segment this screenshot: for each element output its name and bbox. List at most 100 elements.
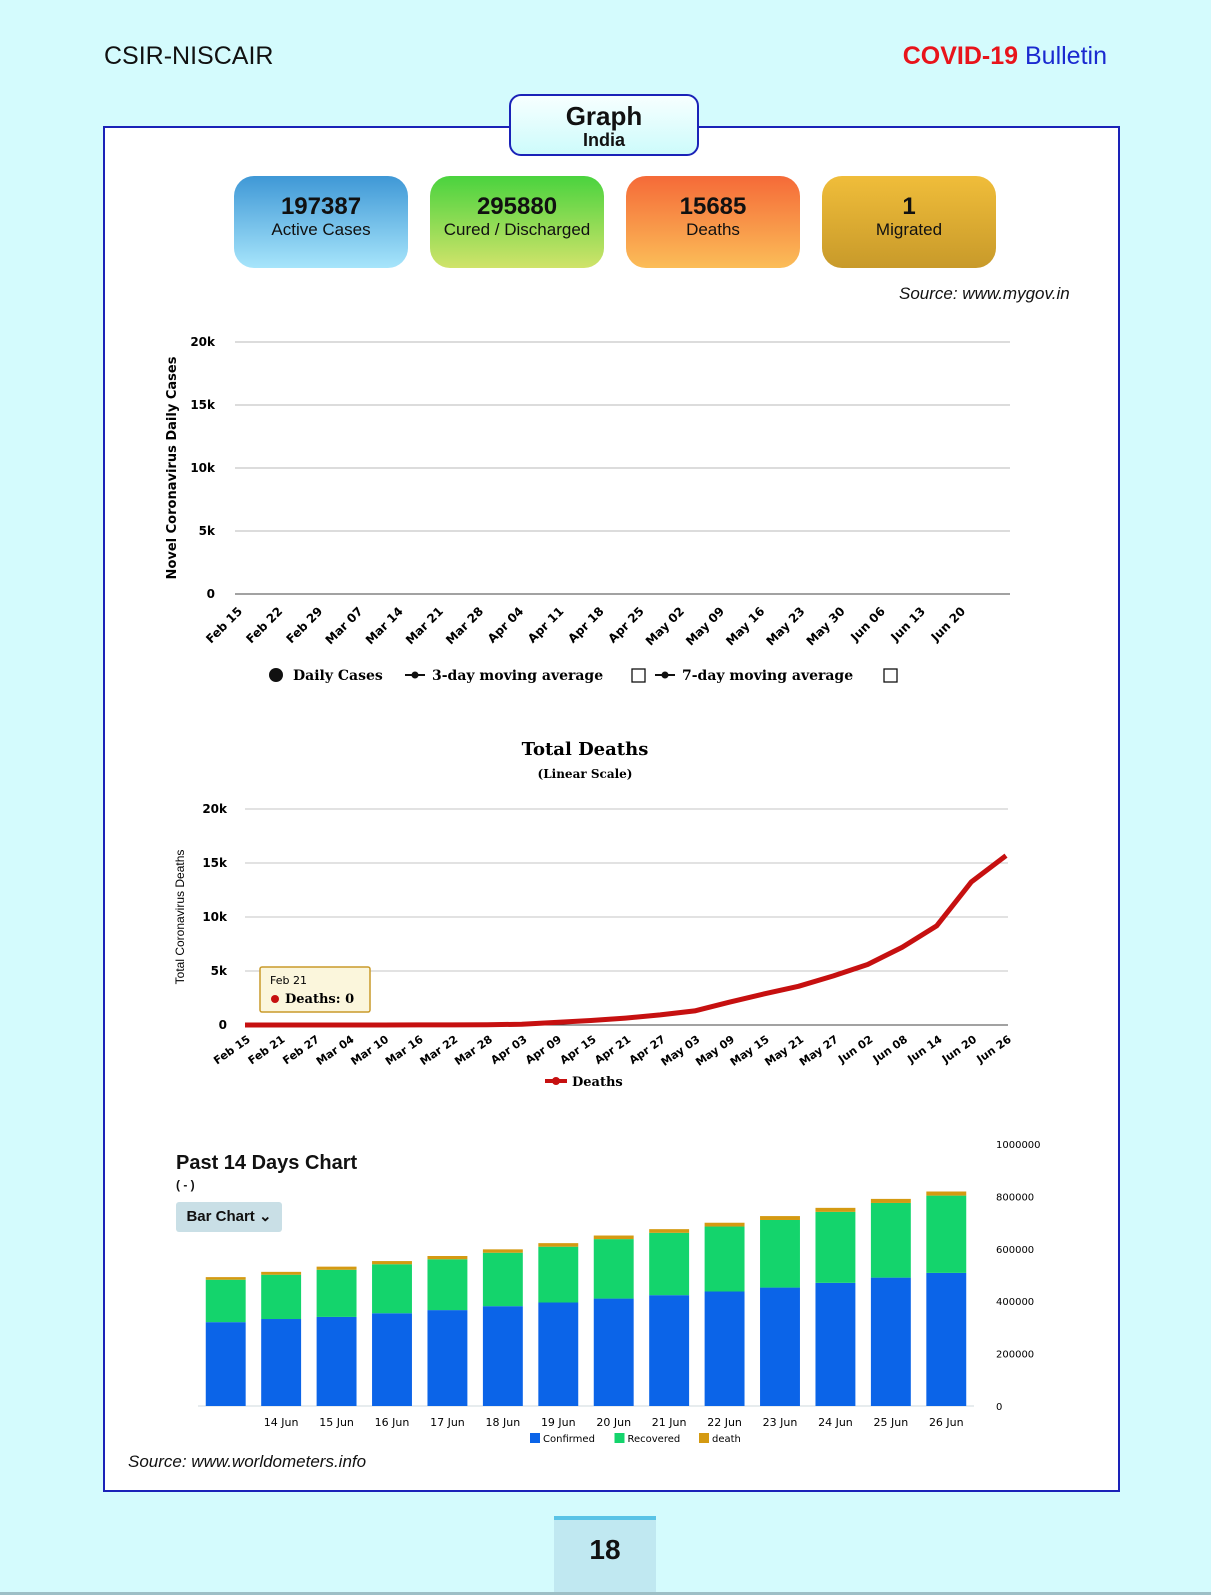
bar-confirmed [372,1313,412,1406]
bar-confirmed [205,1322,246,1406]
x-tick-label: Apr 09 [523,1033,564,1067]
bar-death [261,1271,302,1275]
active-cases-label: Active Cases [271,220,371,239]
x-tick-label: Feb 15 [203,604,245,646]
x-tick-label: Jun 02 [835,1033,875,1067]
bar-recovered [427,1259,468,1311]
x-tick-label: Mar 07 [323,604,366,647]
y-tick-label: 15k [190,398,216,412]
y-tick-label: 800000 [996,1192,1034,1203]
bar-death [704,1222,745,1227]
tooltip-box [259,966,371,1013]
bar-recovered [372,1264,412,1314]
bar-death [593,1235,634,1240]
chart-type-label: Bar Chart [186,1208,255,1225]
x-tick-label: Apr 15 [558,1033,599,1067]
bar-confirmed [815,1282,856,1406]
legend-label: death [712,1434,741,1445]
cured-card: 295880 Cured / Discharged [430,176,604,268]
bottom-divider [0,1592,1211,1595]
y-tick-label: 600000 [996,1245,1034,1256]
y-axis-label: Novel Coronavirus Daily Cases [165,356,180,579]
bar-recovered [870,1202,911,1278]
active-cases-value: 197387 [280,193,362,220]
chart-type-dropdown[interactable]: Bar Chart ⌄ [176,1202,282,1232]
migrated-card: 1 Migrated [822,176,996,268]
x-tick-label: Feb 29 [284,604,326,646]
legend-daily-cases: Daily Cases [293,668,383,684]
y-axis-label: Total Coronavirus Deaths [173,850,187,985]
migrated-value: 1 [902,193,916,220]
bar-death [870,1198,911,1203]
source-bottom: Source: www.worldometers.info [128,1452,367,1471]
section-title-box: Graph India [509,94,699,156]
bar-recovered [482,1252,523,1307]
bar-death [316,1266,357,1270]
y-tick-label: 10k [202,910,228,924]
x-tick-label: Apr 21 [592,1033,633,1067]
deaths-value: 15685 [679,193,747,220]
x-tick-label: Jun 20 [928,604,969,645]
legend-deaths: Deaths [572,1075,623,1090]
x-tick-label: 15 Jun [319,1416,354,1429]
bar-recovered [926,1195,967,1273]
legend-swatch [614,1433,625,1443]
x-tick-label: May 09 [683,604,727,648]
deaths-card: 15685 Deaths [626,176,800,268]
x-tick-label: Jun 26 [974,1033,1014,1067]
legend-label: Confirmed [543,1434,595,1445]
y-tick-label: 15k [202,856,228,870]
legend-swatch [530,1433,540,1443]
bar-confirmed [427,1310,468,1406]
x-tick-label: Apr 03 [488,1033,529,1067]
legend-7day-marker [661,671,669,679]
x-tick-label: Feb 15 [211,1033,252,1067]
x-tick-label: Mar 04 [314,1033,357,1068]
x-tick-label: May 02 [643,604,687,648]
x-tick-label: 20 Jun [596,1416,631,1429]
x-tick-label: 18 Jun [486,1416,521,1429]
bulletin-title-red: COVID-19 [902,42,1019,70]
x-tick-label: 22 Jun [707,1416,742,1429]
total-deaths-chart: Total Deaths (Linear Scale) 0 5k 10k 15k 20k To… [173,739,1014,1090]
x-tick-label: 19 Jun [541,1416,576,1429]
x-tick-label: 14 Jun [264,1416,299,1429]
chart-subtitle: (Linear Scale) [538,767,633,781]
bar-confirmed [316,1316,357,1406]
bar-confirmed [649,1295,690,1406]
bar-recovered [538,1246,579,1303]
x-tick-label: Mar 21 [403,604,446,647]
bar-death [538,1243,579,1247]
bulletin-title: COVID-19 Bulletin [903,42,1107,71]
x-tick-label: 17 Jun [430,1416,465,1429]
past14-subtitle: ( - ) [176,1178,195,1192]
x-tick-label: Mar 28 [452,1033,495,1068]
bar-confirmed [870,1277,911,1406]
bar-death [205,1277,246,1280]
legend-7day-checkbox [883,668,898,683]
x-tick-label: Mar 10 [348,1033,391,1068]
y-tick-label: 200000 [996,1350,1034,1361]
cured-label: Cured / Discharged [443,220,591,239]
x-tick-label: Jun 08 [870,1033,910,1067]
cured-value: 295880 [476,193,558,220]
bar-recovered [593,1239,634,1299]
x-tick-label: Mar 16 [383,1033,426,1068]
x-tick-label: Jun 14 [904,1033,944,1067]
bar-confirmed [760,1287,800,1406]
bar-death [926,1191,967,1196]
bar-death [427,1256,468,1260]
x-tick-label: 21 Jun [652,1416,687,1429]
bar-confirmed [593,1298,634,1406]
y-tick-label: 0 [219,1018,227,1032]
page-number: 18 [589,1534,621,1565]
x-tick-label: 23 Jun [763,1416,798,1429]
active-cases-card: 197387 Active Cases [234,176,408,268]
deaths-label: Deaths [686,220,740,239]
x-tick-label: Apr 04 [485,604,526,645]
bar-recovered [316,1269,357,1317]
bar-recovered [205,1279,246,1323]
y-tick-label: 20k [190,335,216,349]
x-tick-label: May 16 [723,604,767,648]
y-tick-label: 20k [202,802,228,816]
